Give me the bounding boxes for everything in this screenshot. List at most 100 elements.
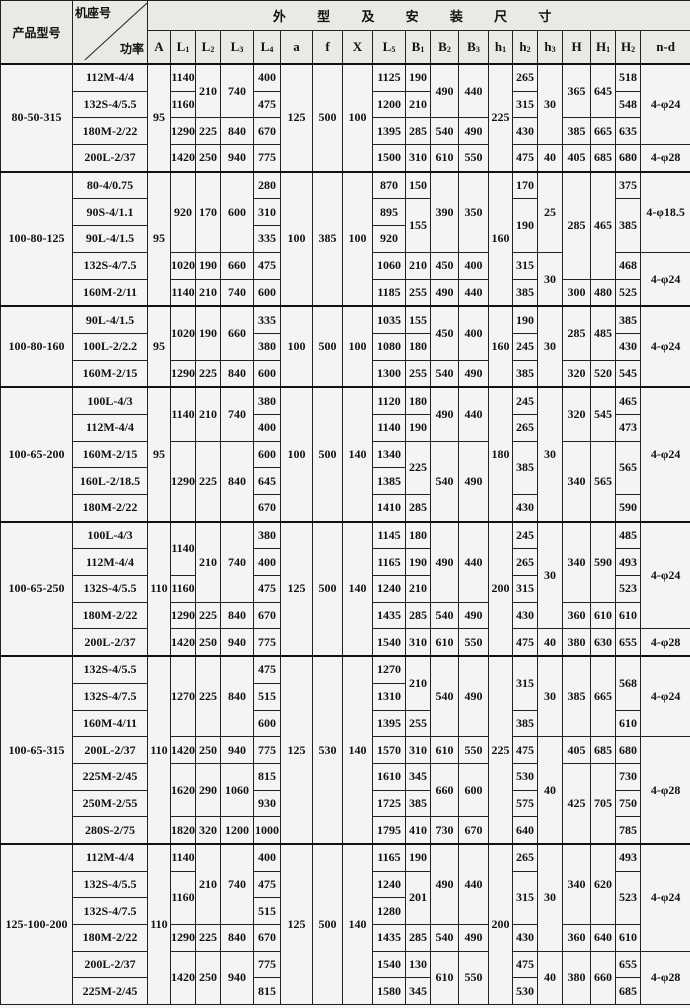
table-cell: 250 [195, 144, 221, 173]
table-cell: 1795 [372, 816, 406, 845]
table-cell: 190 [512, 198, 538, 253]
table-cell: 1420 [170, 144, 196, 173]
table-cell: 132S-4/7.5 [72, 897, 148, 925]
table-cell: 265 [512, 413, 538, 442]
header-col-subscript: 2 [631, 45, 636, 54]
table-cell: 1395 [372, 709, 406, 738]
header-col-h2: h2 [512, 30, 538, 65]
product-model-cell: 100-65-315 [0, 655, 73, 845]
table-cell: 645 [253, 467, 281, 495]
table-cell: 160M-2/15 [72, 440, 148, 469]
table-cell: 4-φ28 [639, 950, 690, 1006]
table-cell: 4-φ24 [639, 842, 690, 952]
table-row: 100-80-125 80-4/0.75 95 920 170 600 280 100 385 1… [0, 170, 690, 307]
table-cell: 1160 [170, 575, 196, 603]
table-cell: 1165 [372, 548, 406, 577]
table-cell: 160 [488, 170, 513, 307]
table-cell: 670 [253, 601, 281, 630]
header-col-l1: L1 [170, 30, 196, 65]
table-cell: 1240 [372, 870, 406, 899]
table-cell: 685 [615, 977, 641, 1006]
table-cell: 1140 [170, 386, 196, 442]
table-cell: 140 [342, 520, 373, 657]
table-cell: 4-φ28 [639, 628, 690, 657]
table-cell: 385 [512, 278, 538, 307]
table-cell: 1020 [170, 305, 196, 361]
table-cell: 225 [195, 655, 221, 738]
header-col-x: X [342, 30, 373, 65]
table-cell: 4-φ18.5 [639, 170, 690, 253]
table-cell: 660 [220, 305, 254, 361]
table-cell: 4-φ28 [639, 144, 690, 173]
header-col-label: H [595, 39, 607, 54]
header-col-f: f [312, 30, 343, 65]
table-cell: 95 [147, 386, 171, 523]
header-col-l3: L3 [220, 30, 254, 65]
table-cell: 430 [512, 924, 538, 952]
table-row: 200L-2/37 1420 250 940 775 1500 310 610 550 475 40… [1, 144, 690, 173]
table-cell: 1145 [372, 520, 406, 550]
table-cell: 670 [253, 117, 281, 146]
table-cell: 750 [615, 789, 641, 818]
table-cell: 840 [220, 359, 254, 388]
table-cell: 250 [195, 628, 221, 657]
table-cell: 225M-2/45 [72, 977, 148, 1006]
header-frame-power-diagonal: 机座号 功率 [72, 0, 148, 65]
table-cell: 180M-2/22 [72, 117, 148, 146]
table-cell: 400 [458, 305, 489, 361]
table-cell: 740 [220, 63, 254, 119]
table-cell: 250 [195, 736, 221, 764]
table-cell: 385 [512, 359, 538, 388]
header-col-label: h [544, 39, 552, 54]
table-cell: 1140 [170, 842, 196, 872]
table-cell: 340 [562, 440, 591, 523]
table-cell: 190 [195, 251, 221, 280]
table-cell: 110 [147, 655, 171, 845]
table-cell: 450 [430, 251, 459, 280]
table-cell: 1125 [372, 62, 406, 92]
table-cell: 600 [220, 170, 254, 253]
table-cell: 565 [615, 440, 641, 496]
table-cell: 285 [405, 117, 431, 146]
table-cell: 490 [430, 520, 459, 603]
table-cell: 250 [195, 950, 221, 1006]
table-cell: 1280 [372, 897, 406, 925]
table-cell: 285 [562, 170, 591, 280]
table-cell: 730 [430, 816, 459, 845]
product-model-cell: 125-100-200 [0, 842, 73, 1006]
table-cell: 870 [372, 170, 406, 200]
table-cell: 430 [512, 117, 538, 146]
header-col-label: h [519, 39, 527, 54]
table-cell: 500 [312, 842, 343, 1006]
table-cell: 530 [512, 762, 538, 791]
table-cell: 665 [590, 117, 616, 146]
table-cell: 610 [615, 601, 641, 630]
table-cell: 620 [590, 842, 616, 925]
product-model-cell: 100-80-160 [0, 305, 73, 388]
table-cell: 430 [512, 601, 538, 630]
table-row: 100-80-160 90L-4/1.5 95 1020 190 660 335 100 500… [0, 305, 690, 388]
table-cell: 25 [537, 170, 563, 253]
table-cell: 380 [253, 386, 281, 415]
table-cell: 112M-4/4 [72, 548, 148, 577]
table-header: 产品型号 机座号 功率 外 型 及 安 装 尺 寸 A L1 L2 L3 L4 a f X L5… [0, 0, 690, 65]
table-cell: 285 [562, 305, 591, 361]
table-cell: 425 [562, 762, 591, 845]
table-cell: 815 [253, 977, 281, 1006]
table-cell: 265 [512, 842, 538, 872]
table-cell: 180 [405, 386, 431, 415]
table-cell: 90L-4/1.5 [72, 225, 148, 253]
table-cell: 100 [280, 305, 313, 388]
table-cell: 485 [590, 305, 616, 361]
table-cell: 540 [430, 601, 459, 630]
header-col-h3: h3 [537, 30, 563, 65]
header-col-label: B [438, 39, 447, 54]
table-cell: 132S-4/5.5 [72, 655, 148, 684]
table-cell: 225 [405, 440, 431, 496]
table-cell: 160M-2/11 [72, 278, 148, 307]
table-cell: 490 [458, 440, 489, 523]
table-cell: 600 [253, 440, 281, 469]
header-col-subscript: 3 [239, 45, 244, 54]
table-cell: 4-φ24 [639, 655, 690, 738]
table-cell: 523 [615, 575, 641, 603]
